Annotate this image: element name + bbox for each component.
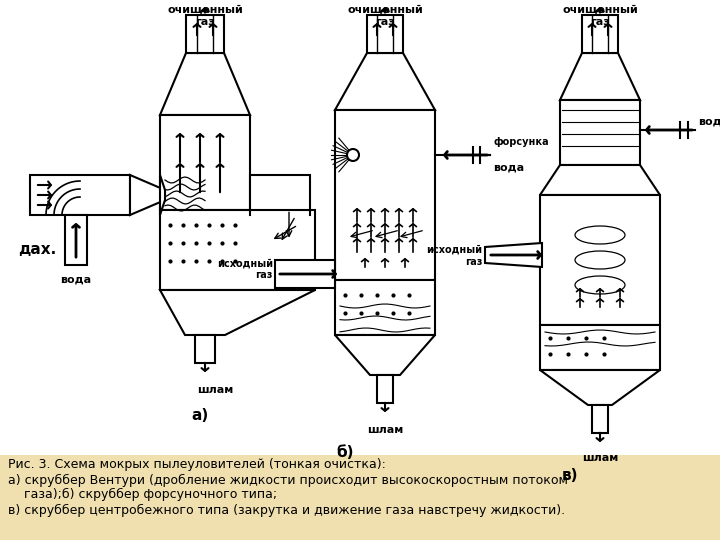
Text: в): в) (562, 468, 578, 483)
Text: в) скруббер центробежного типа (закрутка и движение газа навстречу жидкости).: в) скруббер центробежного типа (закрутка… (8, 504, 565, 517)
Text: очищенный
газ: очищенный газ (347, 5, 423, 26)
Text: очищенный
газ: очищенный газ (562, 5, 638, 26)
Bar (160, 210, 315, 290)
Bar (160, 115, 250, 210)
Text: а): а) (192, 408, 209, 423)
Bar (186, 15, 224, 53)
Text: дах.: дах. (18, 242, 56, 258)
Text: шлам: шлам (366, 425, 403, 435)
Text: форсунка: форсунка (493, 137, 549, 147)
Text: вода: вода (60, 275, 91, 285)
Text: шлам: шлам (582, 453, 618, 463)
Bar (540, 325, 660, 370)
Polygon shape (540, 370, 660, 405)
Text: исходный
газ: исходный газ (217, 258, 273, 280)
Bar (0, 0, 720, 456)
Text: вода: вода (493, 163, 524, 173)
Bar (560, 100, 640, 165)
Polygon shape (335, 53, 435, 110)
Polygon shape (485, 243, 542, 267)
Polygon shape (560, 53, 640, 100)
Polygon shape (160, 290, 315, 335)
Text: исходный
газ: исходный газ (426, 245, 482, 267)
Text: газа);б) скруббер форсуночного типа;: газа);б) скруббер форсуночного типа; (8, 488, 277, 501)
Bar (367, 15, 403, 53)
Bar (195, 335, 215, 363)
Bar (540, 195, 660, 325)
Bar (335, 280, 435, 335)
Polygon shape (130, 175, 165, 215)
Polygon shape (335, 335, 435, 375)
Text: Рис. 3. Схема мокрых пылеуловителей (тонкая очистка):: Рис. 3. Схема мокрых пылеуловителей (тон… (8, 458, 386, 471)
Bar (250, 175, 310, 275)
Text: шлам: шлам (197, 385, 233, 395)
Text: очищенный
газ: очищенный газ (167, 5, 243, 26)
Circle shape (347, 149, 359, 161)
Polygon shape (540, 165, 660, 195)
Bar (65, 215, 87, 265)
Bar (377, 375, 393, 403)
Bar (0, 455, 720, 540)
Bar (275, 260, 335, 288)
Text: вода: вода (698, 117, 720, 127)
Bar (592, 405, 608, 433)
Polygon shape (160, 53, 250, 115)
Bar (335, 110, 435, 280)
Text: б): б) (336, 445, 354, 460)
Polygon shape (160, 175, 165, 215)
Bar (30, 175, 130, 215)
Text: а) скруббер Вентури (дробление жидкости происходит высокоскоростным потоком: а) скруббер Вентури (дробление жидкости … (8, 474, 568, 487)
Bar (582, 15, 618, 53)
